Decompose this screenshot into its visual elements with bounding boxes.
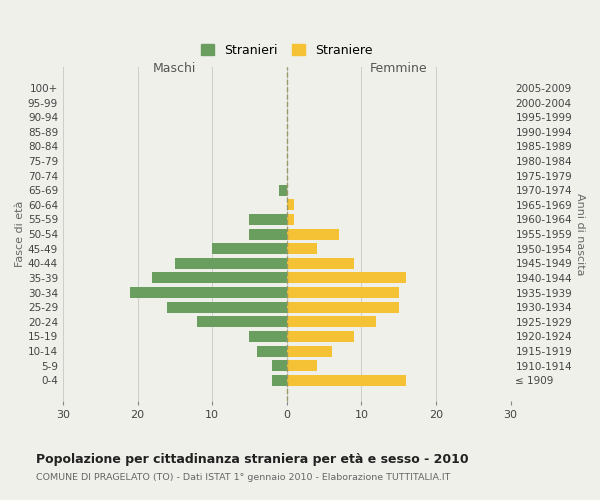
Bar <box>257 346 287 356</box>
Bar <box>287 243 317 254</box>
Bar <box>287 214 294 225</box>
Bar <box>287 375 406 386</box>
Bar <box>250 214 287 225</box>
Bar <box>167 302 287 312</box>
Bar <box>175 258 287 269</box>
Legend: Stranieri, Straniere: Stranieri, Straniere <box>197 40 376 60</box>
Text: Femmine: Femmine <box>370 62 427 74</box>
Bar <box>250 228 287 239</box>
Text: Popolazione per cittadinanza straniera per età e sesso - 2010: Popolazione per cittadinanza straniera p… <box>36 452 469 466</box>
Bar <box>287 200 294 210</box>
Bar <box>130 287 287 298</box>
Bar <box>287 272 406 283</box>
Bar <box>287 228 339 239</box>
Bar <box>197 316 287 328</box>
Y-axis label: Fasce di età: Fasce di età <box>15 201 25 268</box>
Bar <box>287 316 376 328</box>
Bar <box>272 360 287 371</box>
Text: Maschi: Maschi <box>153 62 197 74</box>
Bar <box>212 243 287 254</box>
Bar <box>287 346 332 356</box>
Bar <box>287 302 398 312</box>
Bar <box>250 331 287 342</box>
Bar <box>287 360 317 371</box>
Y-axis label: Anni di nascita: Anni di nascita <box>575 193 585 276</box>
Bar <box>279 185 287 196</box>
Bar <box>287 331 354 342</box>
Bar <box>152 272 287 283</box>
Text: COMUNE DI PRAGELATO (TO) - Dati ISTAT 1° gennaio 2010 - Elaborazione TUTTITALIA.: COMUNE DI PRAGELATO (TO) - Dati ISTAT 1°… <box>36 472 451 482</box>
Bar <box>272 375 287 386</box>
Bar <box>287 258 354 269</box>
Bar <box>287 287 398 298</box>
